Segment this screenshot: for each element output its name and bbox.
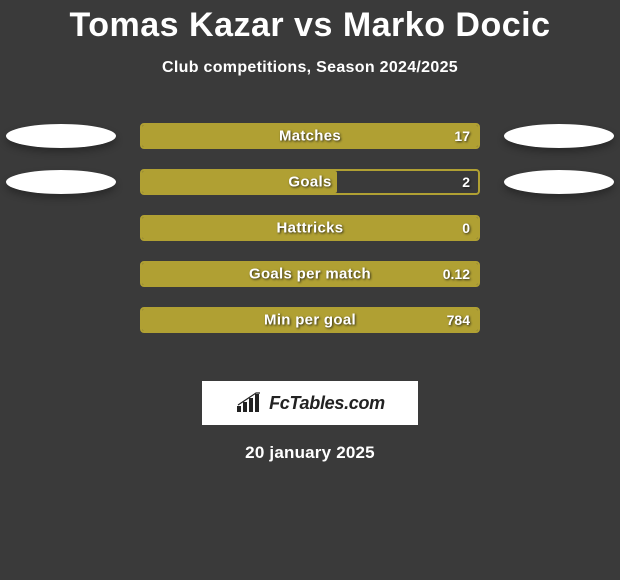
stats-chart: Matches 17 Goals 2 Hattricks 0 Goals per…	[0, 113, 620, 363]
bar-track: Goals per match 0.12	[140, 261, 480, 287]
page-title: Tomas Kazar vs Marko Docic	[0, 0, 620, 45]
bar-track: Min per goal 784	[140, 307, 480, 333]
stat-value: 0	[462, 220, 470, 236]
stat-row: Hattricks 0	[0, 205, 620, 251]
bar-track: Goals 2	[140, 169, 480, 195]
right-blob	[504, 124, 614, 148]
stat-label: Matches	[279, 128, 341, 145]
stat-value: 17	[454, 128, 470, 144]
left-blob	[6, 170, 116, 194]
stat-label: Goals	[288, 174, 331, 191]
stat-label: Min per goal	[264, 312, 356, 329]
right-blob	[504, 170, 614, 194]
stat-value: 0.12	[443, 266, 470, 282]
stat-label: Hattricks	[277, 220, 344, 237]
left-blob	[6, 124, 116, 148]
bar-track: Matches 17	[140, 123, 480, 149]
bar-track: Hattricks 0	[140, 215, 480, 241]
fctables-logo: FcTables.com	[202, 381, 418, 425]
stat-label: Goals per match	[249, 266, 371, 283]
stat-row: Goals 2	[0, 159, 620, 205]
subtitle: Club competitions, Season 2024/2025	[0, 59, 620, 77]
stat-value: 2	[462, 174, 470, 190]
logo-bars-icon	[235, 392, 265, 414]
stat-row: Matches 17	[0, 113, 620, 159]
stat-row: Min per goal 784	[0, 297, 620, 343]
logo-text: FcTables.com	[269, 393, 385, 414]
stat-value: 784	[447, 312, 470, 328]
stat-row: Goals per match 0.12	[0, 251, 620, 297]
date-text: 20 january 2025	[0, 443, 620, 463]
